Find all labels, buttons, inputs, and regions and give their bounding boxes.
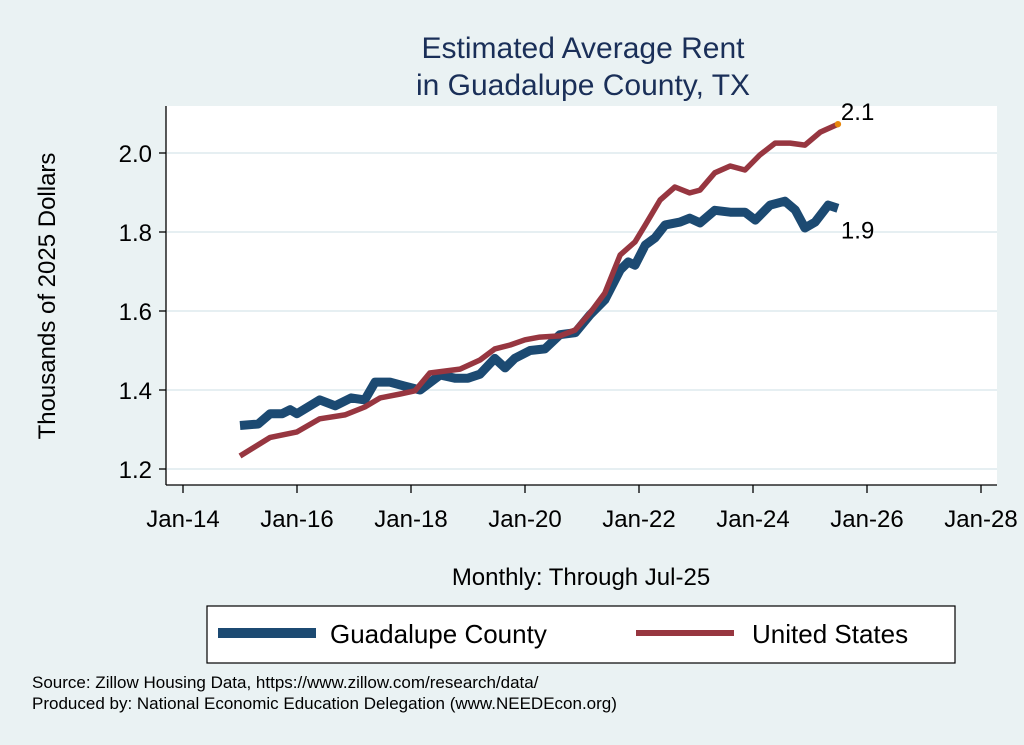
x-tick-label: Jan-22 [602,506,675,533]
y-tick-label: 1.8 [119,220,152,247]
y-tick-label: 2.0 [119,141,152,168]
x-tick-label: Jan-28 [944,506,1017,533]
y-tick-label: 1.6 [119,299,152,326]
x-axis-ticks: Jan-14 Jan-16 Jan-18 Jan-20 Jan-22 Jan-24 Jan-… [146,485,1018,533]
series-layer [238,121,840,459]
y-tick-label: 1.2 [119,457,152,484]
x-axis-title: Monthly: Through Jul-25 [452,564,710,591]
source-note: Source: Zillow Housing Data, https://www… [32,673,539,692]
x-tick-label: Jan-20 [488,506,561,533]
end-annotations: 2.1 1.9 [834,99,874,244]
x-tick-label: Jan-18 [374,506,447,533]
x-tick-label: Jan-16 [260,506,333,533]
gridlines [167,152,997,470]
legend: Guadalupe County United States [206,605,956,664]
series-line-united-states [238,121,840,459]
chart-title-line-1: Estimated Average Rent [422,32,746,65]
x-tick-label: Jan-26 [830,506,903,533]
chart-title-line-2: in Guadalupe County, TX [416,69,750,102]
y-tick-label: 1.4 [119,378,152,405]
end-value-label: 1.9 [841,217,874,244]
x-tick-label: Jan-24 [716,506,789,533]
x-tick-label: Jan-14 [146,506,219,533]
plot-area [166,106,997,485]
legend-label-guadalupe: Guadalupe County [330,619,547,649]
y-axis-ticks: 1.2 1.4 1.6 1.8 2.0 [119,141,166,484]
legend-label-us: United States [752,619,908,649]
y-axis-title: Thousands of 2025 Dollars [34,153,61,440]
end-point-marker [834,120,842,128]
end-value-label: 2.1 [841,99,874,126]
legend-box [206,605,956,664]
producer-note: Produced by: National Economic Education… [32,694,617,713]
